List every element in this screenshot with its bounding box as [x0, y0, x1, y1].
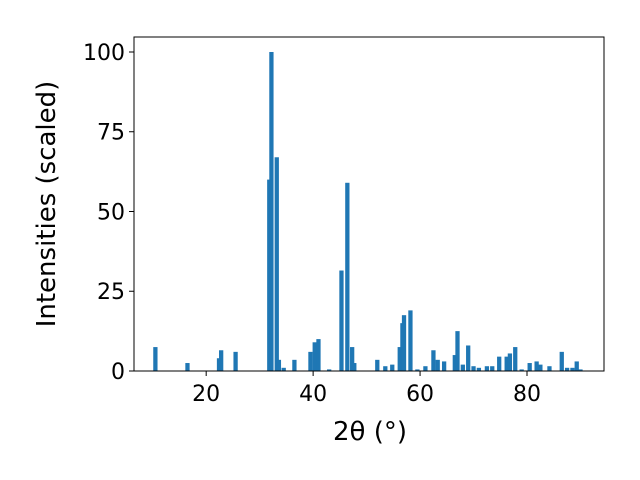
- plot-frame: [133, 36, 605, 372]
- bar: [316, 339, 321, 371]
- bar: [397, 347, 402, 371]
- bar: [350, 347, 355, 371]
- bar: [547, 366, 552, 371]
- bar: [570, 367, 575, 371]
- bar: [455, 331, 460, 371]
- y-tick-label: 0: [111, 360, 125, 385]
- bar: [308, 351, 313, 371]
- bar: [401, 315, 407, 371]
- y-tick-label: 25: [97, 280, 125, 305]
- x-tick-label: 40: [299, 382, 327, 407]
- bar: [233, 351, 238, 371]
- y-axis-label: Intensities (scaled): [32, 81, 62, 328]
- bar: [504, 356, 509, 371]
- bar: [538, 364, 543, 371]
- bar: [274, 157, 279, 371]
- bar: [423, 366, 428, 371]
- bar: [441, 361, 447, 371]
- bar: [345, 182, 350, 371]
- bar: [490, 366, 495, 371]
- bar: [352, 363, 357, 371]
- bar: [513, 347, 518, 371]
- bar: [185, 363, 190, 371]
- bar: [390, 364, 395, 371]
- bar: [435, 359, 440, 371]
- bar: [292, 359, 297, 371]
- bar: [312, 342, 317, 371]
- bar: [497, 356, 502, 371]
- y-tick-label: 50: [97, 200, 125, 225]
- bar: [339, 270, 344, 371]
- bar: [527, 363, 532, 371]
- bar: [471, 366, 476, 371]
- bar: [476, 367, 482, 371]
- bar: [415, 369, 420, 371]
- bar: [153, 347, 158, 371]
- bar: [559, 351, 564, 371]
- bar: [452, 355, 457, 371]
- bar: [383, 366, 388, 371]
- x-axis-label: 2θ (°): [333, 417, 407, 447]
- bar: [484, 366, 490, 371]
- bar: [578, 369, 583, 371]
- bar: [375, 359, 380, 371]
- bar: [460, 364, 465, 371]
- bar: [276, 359, 282, 371]
- x-tick-label: 60: [406, 382, 434, 407]
- bar: [219, 350, 224, 371]
- bar: [534, 361, 539, 371]
- bar: [408, 310, 413, 371]
- bar: [466, 345, 471, 371]
- bar: [327, 369, 332, 371]
- bar: [269, 51, 274, 371]
- bar: [574, 361, 579, 371]
- x-tick-label: 20: [192, 382, 220, 407]
- bar: [507, 353, 513, 371]
- y-tick-label: 100: [83, 41, 125, 66]
- bar: [281, 367, 286, 371]
- x-tick-label: 80: [513, 382, 541, 407]
- bar: [519, 369, 524, 371]
- bar: [431, 350, 436, 371]
- y-tick-label: 75: [97, 121, 125, 146]
- bar: [564, 367, 570, 371]
